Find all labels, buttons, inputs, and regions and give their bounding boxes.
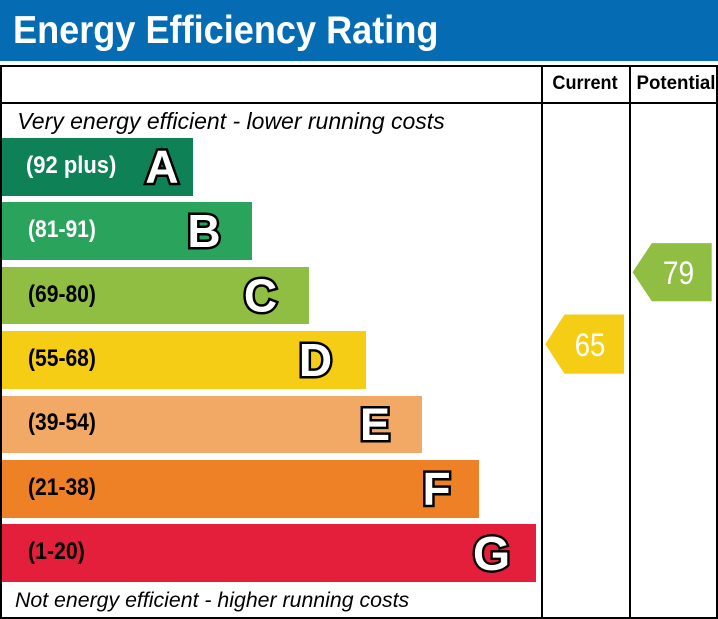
- svg-text:A: A: [145, 141, 178, 193]
- svg-text:65: 65: [575, 328, 606, 363]
- svg-text:B: B: [187, 205, 220, 257]
- svg-text:E: E: [360, 399, 390, 450]
- svg-text:G: G: [473, 528, 510, 581]
- svg-text:F: F: [422, 463, 450, 515]
- svg-text:C: C: [244, 270, 277, 322]
- svg-text:D: D: [299, 334, 332, 386]
- svg-text:79: 79: [663, 257, 694, 292]
